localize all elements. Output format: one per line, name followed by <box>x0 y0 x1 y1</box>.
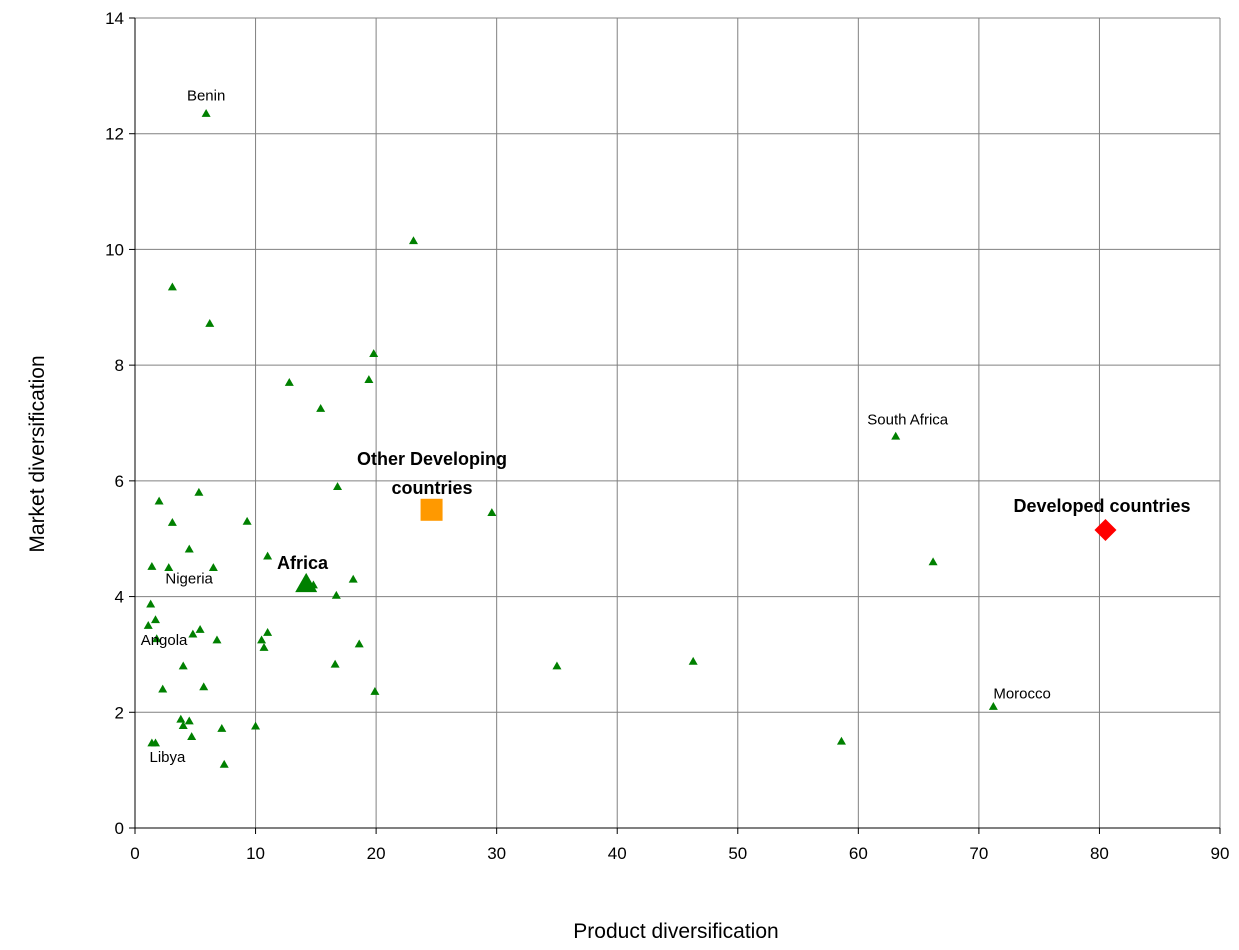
country-point <box>369 349 379 357</box>
country-point <box>208 563 218 572</box>
country-point <box>178 661 188 670</box>
x-tick-label: 0 <box>130 844 139 863</box>
y-tick-label: 10 <box>105 240 124 259</box>
data-points <box>143 108 1117 768</box>
country-label: Libya <box>149 749 186 766</box>
country-point <box>150 615 160 624</box>
country-point <box>333 482 343 491</box>
y-axis-title: Market diversification <box>26 355 49 552</box>
country-point <box>150 738 160 747</box>
country-point <box>184 544 194 553</box>
country-point <box>178 721 188 729</box>
country-point <box>146 599 156 608</box>
other-developing-label-line2: countries <box>391 478 472 498</box>
grid-lines <box>134 17 1221 829</box>
country-point <box>251 721 261 730</box>
country-point <box>212 635 222 644</box>
country-label: Nigeria <box>165 571 213 588</box>
country-point <box>188 629 198 638</box>
country-point <box>154 496 164 505</box>
country-point <box>348 574 358 583</box>
country-point <box>688 656 698 665</box>
country-point <box>257 635 267 644</box>
country-point <box>408 236 418 245</box>
country-point <box>195 625 205 633</box>
country-label: South Africa <box>867 411 949 428</box>
country-point <box>364 375 374 383</box>
country-point <box>205 318 215 327</box>
country-point <box>147 561 157 570</box>
x-tick-label: 60 <box>849 844 868 863</box>
country-point <box>167 282 177 291</box>
country-point <box>928 557 938 566</box>
country-label: Benin <box>187 87 225 104</box>
x-axis-ticks: 0 10 20 30 40 50 60 70 80 90 <box>130 828 1229 863</box>
y-axis-ticks: 0 2 4 6 8 10 12 14 <box>105 9 135 838</box>
country-point <box>988 702 998 710</box>
africa-point <box>295 572 318 593</box>
country-point <box>891 431 901 440</box>
country-point <box>167 518 177 526</box>
y-tick-label: 2 <box>115 703 124 722</box>
x-tick-label: 30 <box>487 844 506 863</box>
country-point <box>152 634 162 643</box>
country-point <box>143 621 153 629</box>
country-point <box>164 563 174 572</box>
country-point <box>836 736 846 745</box>
country-point <box>176 714 186 723</box>
country-point <box>194 487 204 496</box>
country-point <box>330 659 340 668</box>
y-tick-label: 6 <box>115 472 124 491</box>
developed-countries-label: Developed countries <box>1013 496 1190 516</box>
country-label: Morocco <box>993 686 1051 703</box>
country-point <box>354 639 364 648</box>
country-point <box>199 682 209 691</box>
country-point <box>217 723 227 732</box>
x-tick-label: 80 <box>1090 844 1109 863</box>
country-point <box>242 516 252 525</box>
country-point <box>219 759 229 768</box>
developed-point <box>1094 519 1117 542</box>
country-point <box>201 108 211 117</box>
country-point <box>158 684 168 693</box>
x-tick-label: 50 <box>728 844 747 863</box>
y-tick-label: 14 <box>105 9 124 28</box>
country-label: Angola <box>141 632 188 649</box>
x-tick-label: 70 <box>969 844 988 863</box>
country-point <box>263 551 273 560</box>
x-tick-label: 90 <box>1211 844 1230 863</box>
country-point <box>331 590 341 599</box>
x-tick-label: 40 <box>608 844 627 863</box>
y-tick-label: 4 <box>115 588 124 607</box>
x-tick-label: 10 <box>246 844 265 863</box>
country-point <box>552 661 562 670</box>
country-point <box>370 686 380 695</box>
country-point <box>284 378 294 386</box>
y-tick-label: 0 <box>115 819 124 838</box>
x-axis-title: Product diversification <box>573 920 778 943</box>
country-point <box>184 716 194 725</box>
point-labels: Benin South Africa Nigeria Angola Morocco Lib… <box>141 87 1051 765</box>
africa-label: Africa <box>277 553 329 573</box>
country-point <box>263 627 273 636</box>
country-point <box>187 732 197 740</box>
other-developing-point <box>420 498 443 521</box>
x-tick-label: 20 <box>367 844 386 863</box>
y-tick-label: 12 <box>105 125 124 144</box>
country-point <box>259 642 269 651</box>
other-developing-label-line1: Other Developing <box>357 449 507 469</box>
y-tick-label: 8 <box>115 356 124 375</box>
country-point <box>316 404 326 412</box>
country-point <box>487 508 497 517</box>
